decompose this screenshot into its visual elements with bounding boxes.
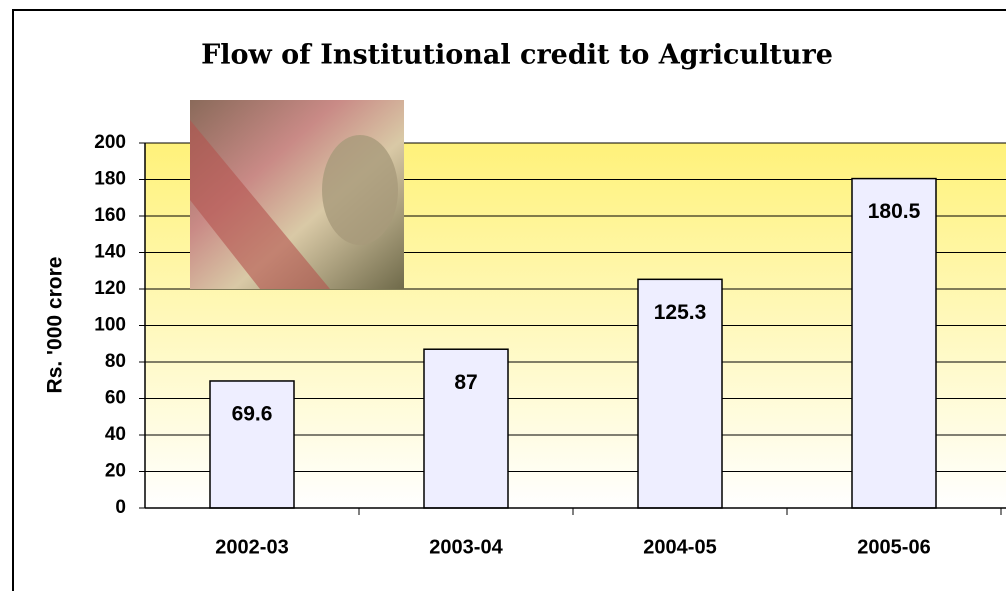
x-tick-label: 2003-04	[429, 536, 503, 558]
y-tick-label: 0	[115, 497, 126, 518]
data-label: 69.6	[232, 403, 273, 426]
data-label: 125.3	[654, 301, 707, 324]
y-axis-title: Rs. '000 crore	[44, 257, 67, 394]
image-detail	[322, 135, 398, 245]
bar	[423, 348, 509, 509]
y-tick-label: 120	[94, 278, 126, 299]
banknote-image	[190, 100, 404, 289]
x-tick-label: 2005-06	[857, 536, 930, 558]
chart-title: Flow of Institutional credit to Agricult…	[201, 40, 833, 71]
image-detail	[190, 120, 330, 289]
y-tick-label: 180	[94, 169, 126, 190]
y-tick-label: 200	[94, 132, 126, 153]
y-tick-label: 140	[94, 242, 126, 263]
y-tick-label: 20	[105, 461, 126, 482]
y-tick-label: 100	[94, 315, 126, 336]
y-tick-label: 160	[94, 205, 126, 226]
data-label: 180.5	[868, 200, 921, 223]
bar	[851, 177, 937, 509]
y-tick-label: 40	[105, 424, 126, 445]
y-tick-label: 60	[105, 388, 126, 409]
y-tick-label: 80	[105, 351, 126, 372]
data-label: 87	[454, 371, 477, 394]
bar	[209, 380, 295, 509]
x-tick-label: 2004-05	[643, 536, 716, 558]
x-tick-label: 2002-03	[215, 536, 288, 558]
